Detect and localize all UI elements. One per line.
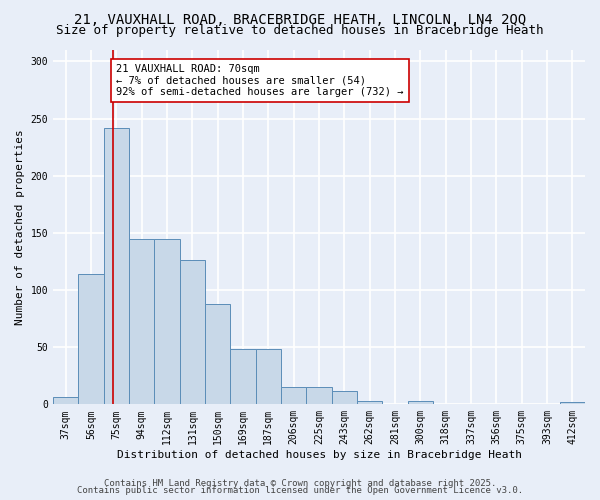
Text: 21, VAUXHALL ROAD, BRACEBRIDGE HEATH, LINCOLN, LN4 2QQ: 21, VAUXHALL ROAD, BRACEBRIDGE HEATH, LI…: [74, 12, 526, 26]
Bar: [230, 350, 256, 405]
Bar: [256, 350, 281, 405]
Bar: [205, 304, 230, 404]
Bar: [179, 260, 205, 404]
Bar: [104, 128, 129, 404]
Text: 21 VAUXHALL ROAD: 70sqm
← 7% of detached houses are smaller (54)
92% of semi-det: 21 VAUXHALL ROAD: 70sqm ← 7% of detached…: [116, 64, 404, 97]
Text: Contains HM Land Registry data © Crown copyright and database right 2025.: Contains HM Land Registry data © Crown c…: [104, 478, 496, 488]
Bar: [79, 274, 104, 404]
Bar: [332, 390, 357, 404]
Text: Size of property relative to detached houses in Bracebridge Heath: Size of property relative to detached ho…: [56, 24, 544, 37]
Bar: [560, 402, 585, 404]
Bar: [307, 387, 332, 404]
Bar: [281, 387, 307, 404]
Bar: [357, 401, 382, 404]
Bar: [154, 238, 179, 404]
Bar: [129, 238, 154, 404]
Bar: [53, 398, 79, 404]
X-axis label: Distribution of detached houses by size in Bracebridge Heath: Distribution of detached houses by size …: [116, 450, 521, 460]
Bar: [407, 401, 433, 404]
Y-axis label: Number of detached properties: Number of detached properties: [15, 130, 25, 325]
Text: Contains public sector information licensed under the Open Government Licence v3: Contains public sector information licen…: [77, 486, 523, 495]
